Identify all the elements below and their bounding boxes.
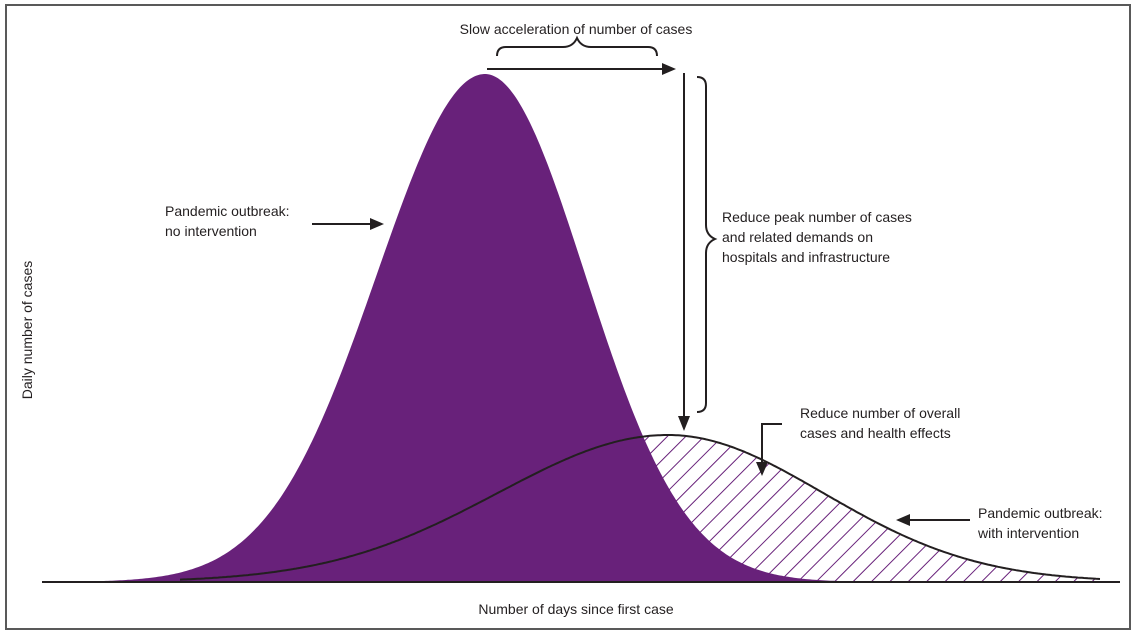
reduce-peak-label-line1: Reduce peak number of cases (722, 209, 912, 225)
no-intervention-curve (42, 74, 1000, 582)
with-intervention-label-line1: Pandemic outbreak: (978, 505, 1103, 521)
no-intervention-label-line2: no intervention (165, 223, 257, 239)
with-intervention-label-line2: with intervention (977, 525, 1079, 541)
x-axis-label: Number of days since first case (478, 601, 674, 617)
y-axis-label: Daily number of cases (19, 261, 35, 400)
reduce-peak-brace (696, 76, 718, 413)
slow-acceleration-label: Slow acceleration of number of cases (460, 21, 693, 37)
with-intervention-arrowhead (896, 514, 910, 526)
no-intervention-label-line1: Pandemic outbreak: (165, 203, 290, 219)
reduce-peak-arrowhead (678, 416, 690, 431)
slow-acceleration-arrowhead (662, 63, 676, 75)
reduce-overall-arrow (761, 423, 782, 462)
slow-acceleration-brace (496, 35, 658, 57)
reduce-overall-label-line2: cases and health effects (800, 425, 951, 441)
reduce-peak-label-line2: and related demands on (722, 229, 873, 245)
with-intervention-hatch (180, 435, 1100, 582)
no-intervention-arrowhead (370, 218, 384, 230)
with-intervention-curve (179, 434, 1101, 581)
reduce-overall-label-line1: Reduce number of overall (800, 405, 960, 421)
reduce-overall-arrowhead (756, 462, 768, 476)
reduce-peak-label-line3: hospitals and infrastructure (722, 249, 890, 265)
